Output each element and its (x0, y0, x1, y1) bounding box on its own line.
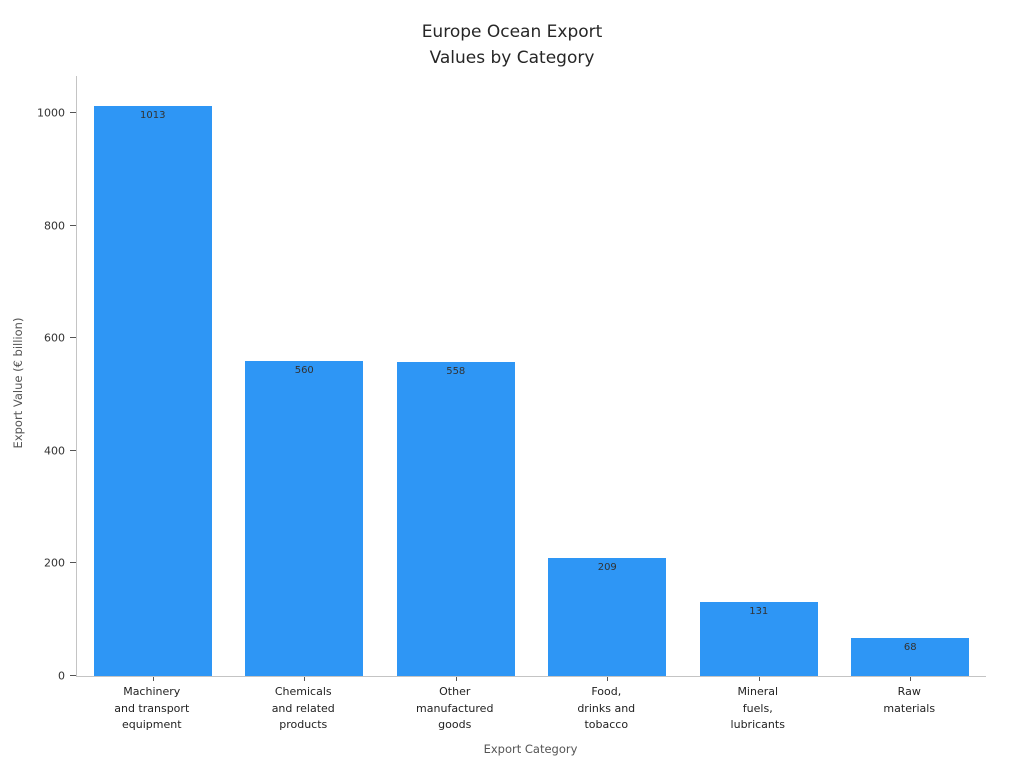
x-axis-labels: Machinery and transport equipment Chemica… (76, 684, 985, 734)
bar-2: 558 (396, 361, 515, 676)
bar-3: 209 (548, 558, 667, 676)
y-tick-mark (70, 112, 76, 114)
bar-4: 131 (699, 602, 818, 676)
y-tick-label: 800 (44, 219, 65, 233)
y-tick-mark (70, 449, 76, 451)
y-tick-label: 0 (58, 669, 65, 683)
bars-container: 1013 560 558 209 131 68 (77, 76, 987, 681)
y-axis-ticks: 0 200 400 600 800 1000 (37, 76, 986, 683)
y-tick-label: 600 (44, 331, 65, 345)
bar-slot-2: 558 (380, 76, 532, 681)
bar-slot-5: 68 (835, 76, 987, 681)
bar-slot-0: 1013 (77, 76, 229, 681)
x-tick-mark (607, 677, 609, 681)
bar-value-label: 131 (749, 606, 769, 618)
x-tick-label: Food, drinks and tobacco (577, 685, 636, 731)
bar-1: 560 (245, 360, 364, 676)
bar-slot-4: 131 (683, 76, 835, 681)
chart-title: Europe Ocean Export Values by Category (421, 22, 603, 68)
bar-value-label: 560 (294, 364, 314, 376)
x-tick-mark (455, 677, 457, 681)
bar-value-label: 558 (446, 365, 466, 377)
x-tick-mark (304, 677, 306, 681)
y-tick-mark (70, 562, 76, 564)
y-tick-mark (70, 675, 76, 676)
bar-value-label: 209 (597, 562, 617, 574)
bar-5: 68 (851, 637, 970, 676)
x-tick-label: Raw materials (883, 685, 936, 715)
x-tick-mark (152, 677, 154, 681)
x-axis-title: Export Category (483, 742, 578, 756)
y-axis-title: Export Value (€ billion) (11, 317, 25, 449)
y-tick-label: 400 (44, 444, 65, 458)
x-tick-label: Chemicals and related products (271, 685, 335, 731)
bar-value-label: 68 (903, 641, 917, 653)
y-tick-mark (70, 224, 76, 226)
x-tick-label: Other manufactured goods (416, 685, 494, 731)
y-tick-label: 200 (44, 556, 65, 570)
bar-slot-1: 560 (229, 76, 381, 681)
y-tick-label: 1000 (37, 106, 65, 120)
plot-area: 0 200 400 600 800 1000 1013 560 558 209 131 68 (37, 76, 987, 683)
y-tick-mark (70, 337, 76, 339)
bar-0: 1013 (93, 105, 212, 676)
bar-value-label: 1013 (140, 109, 166, 121)
x-tick-mark (910, 677, 912, 681)
bar-slot-3: 209 (532, 76, 684, 681)
x-tick-label: Machinery and transport equipment (114, 685, 190, 731)
x-tick-label: Mineral fuels, lubricants (730, 685, 785, 731)
x-tick-mark (758, 677, 760, 681)
